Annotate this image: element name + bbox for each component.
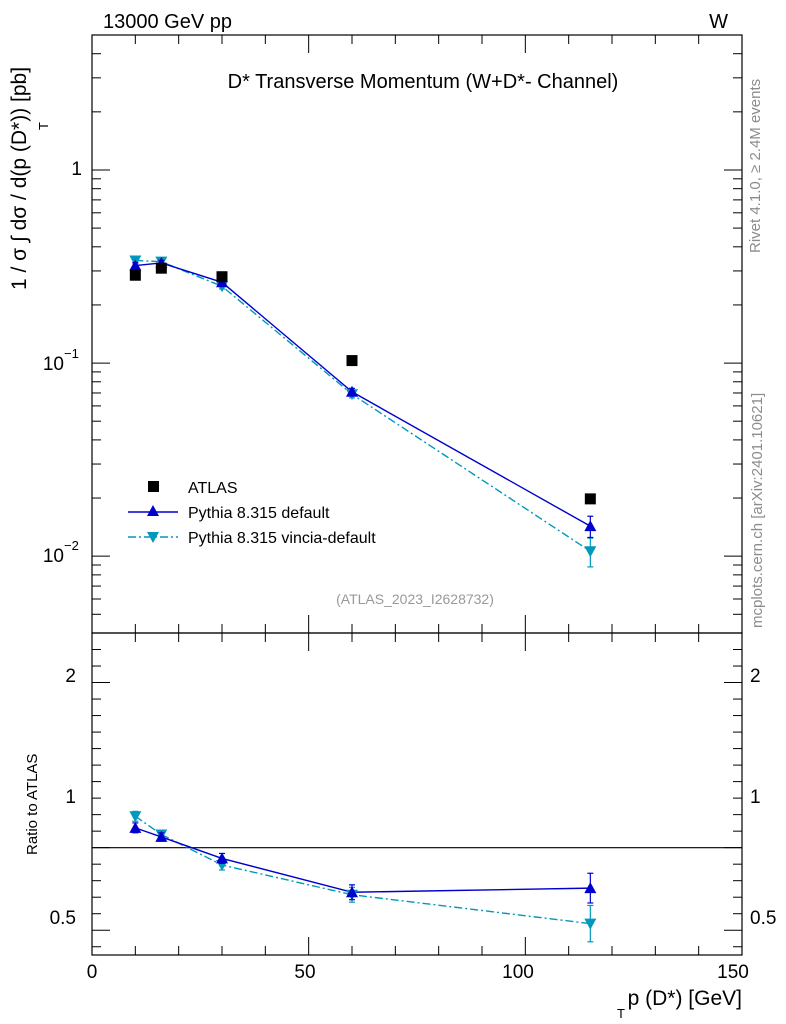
atlas-point	[584, 493, 596, 505]
legend-vincia-label: Pythia 8.315 vincia-default	[188, 530, 376, 547]
atlas-point	[346, 355, 358, 367]
y-tick-label-0p1-exp: −1	[64, 346, 79, 361]
main-axis-ticks	[91, 34, 743, 634]
ratio-line-vincia	[134, 815, 591, 925]
ratio-default-point	[129, 821, 142, 833]
energy-label: 13000 GeV pp	[103, 11, 232, 33]
atlas-point	[129, 269, 141, 281]
ratio-vincia-point	[129, 811, 142, 823]
ratio-default-point	[155, 830, 168, 842]
main-plot-title: D* Transverse Momentum (W+D*- Channel)	[228, 71, 619, 93]
ratio-axis-ticks	[91, 632, 743, 955]
rivet-label: Rivet 4.1.0, ≥ 2.4M events	[747, 79, 764, 253]
ratio-line-default	[135, 827, 591, 893]
ratio-default-point	[216, 852, 228, 864]
main-data-marks	[129, 255, 597, 568]
y-tick-label-1: 1	[71, 159, 82, 180]
default-point	[346, 385, 358, 397]
mcplots-label: mcplots.cern.ch [arXiv:2401.10621]	[749, 393, 766, 628]
ratio-y-tick-label-2-right: 2	[750, 666, 761, 687]
ratio-plot-panel: 2 1 0.5 2 1 0.5 Ratio to ATLAS 0 50 100 …	[24, 632, 776, 1021]
x-axis-label-sub: T	[617, 1006, 625, 1021]
main-plot-panel: D* Transverse Momentum (W+D*- Channel) (…	[8, 34, 743, 634]
x-tick-label-100: 100	[502, 962, 534, 983]
default-point	[129, 259, 142, 271]
legend-atlas-marker	[148, 481, 159, 492]
legend-atlas-label: ATLAS	[188, 480, 238, 497]
main-y-axis-label-text: 1 / σ ∫ dσ / d(p (D*)) [pb]	[8, 67, 31, 290]
main-y-axis-label: 1 / σ ∫ dσ / d(p (D*)) [pb] T	[8, 67, 51, 290]
atlas-point	[155, 262, 167, 274]
default-point	[584, 520, 597, 532]
watermark-label: (ATLAS_2023_I2628732)	[336, 591, 494, 607]
x-tick-label-50: 50	[294, 962, 315, 983]
ratio-vincia-point	[584, 918, 597, 930]
ratio-data-marks	[129, 810, 597, 943]
ratio-y-tick-label-2: 2	[65, 666, 76, 687]
ratio-plot-frame	[91, 632, 743, 956]
y-tick-label-0p01-base: 10	[43, 546, 64, 567]
main-y-axis-label-sub: T	[36, 122, 51, 130]
legend-default-marker	[147, 505, 159, 516]
y-tick-label-0p1-base: 10	[43, 354, 64, 375]
x-tick-label-0: 0	[87, 962, 98, 983]
process-label: W	[709, 11, 728, 33]
ratio-default-point	[584, 882, 597, 894]
ratio-default-point	[346, 886, 358, 898]
atlas-point	[216, 271, 228, 283]
ratio-y-tick-label-1-right: 1	[750, 787, 761, 808]
ratio-y-tick-label-1: 1	[65, 787, 76, 808]
legend: ATLAS Pythia 8.315 default Pythia 8.315 …	[128, 480, 376, 547]
x-tick-label-150: 150	[717, 962, 749, 983]
x-axis-label: p (D*) [GeV]	[628, 987, 742, 1010]
ratio-y-axis-label: Ratio to ATLAS	[24, 754, 41, 855]
legend-default-label: Pythia 8.315 default	[188, 505, 330, 522]
legend-vincia-marker	[147, 532, 159, 543]
y-tick-label-0p01-exp: −2	[64, 538, 79, 553]
vincia-point	[584, 546, 597, 558]
ratio-y-tick-label-0p5-right: 0.5	[750, 908, 776, 929]
ratio-y-tick-label-0p5: 0.5	[50, 908, 76, 929]
